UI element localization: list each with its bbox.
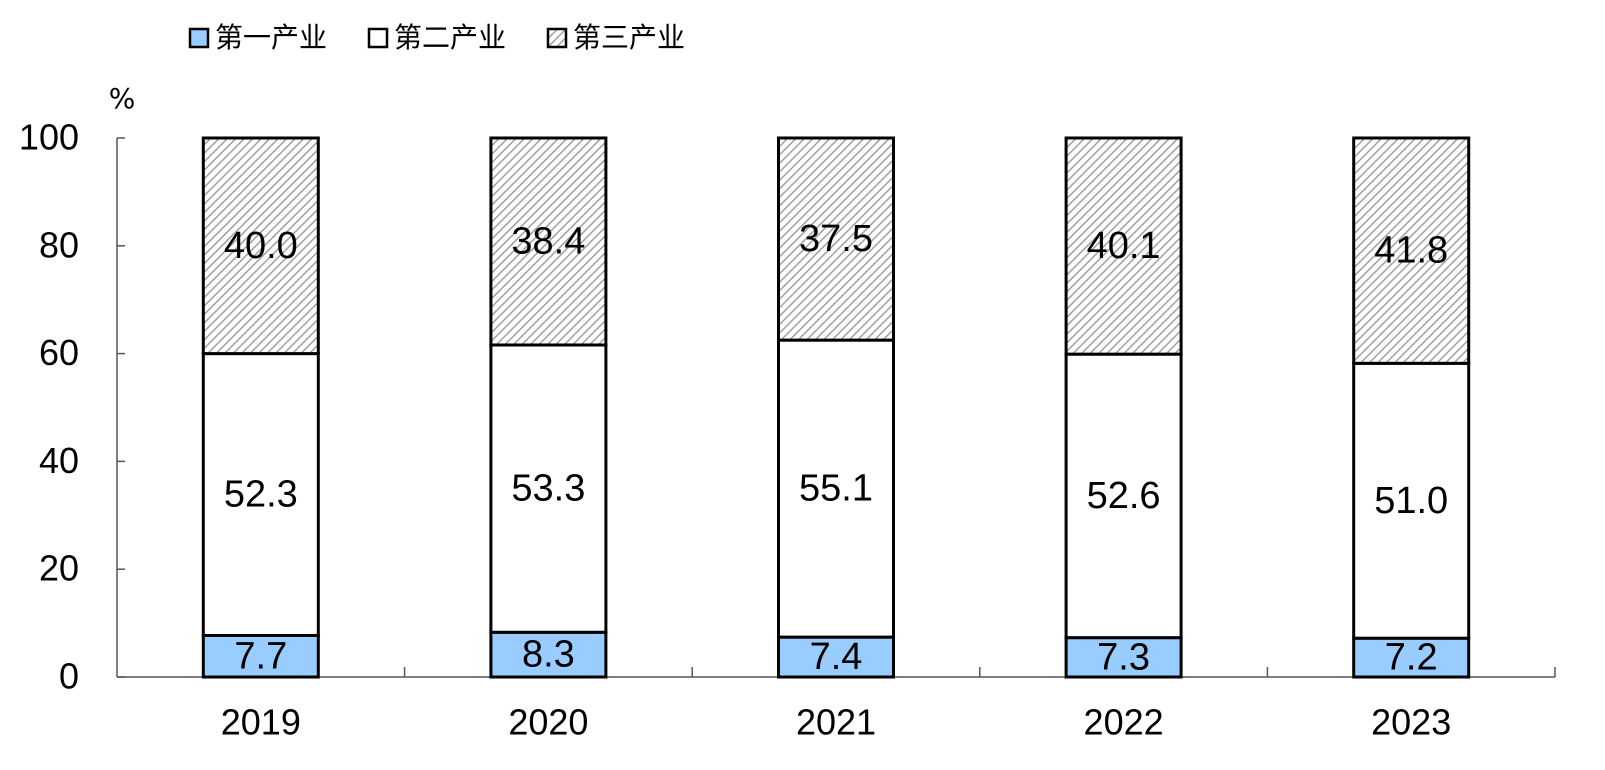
legend-label: 第一产业 xyxy=(215,21,327,54)
bar-segment xyxy=(777,635,895,679)
data-label: 7.7 xyxy=(234,635,287,677)
legend-swatch xyxy=(188,27,210,49)
x-tick-label: 2021 xyxy=(796,702,876,743)
data-label: 7.4 xyxy=(810,636,863,678)
legend-swatch xyxy=(367,27,389,49)
data-label: 55.1 xyxy=(799,468,873,510)
bar-segment xyxy=(201,136,320,356)
legend-label: 第三产业 xyxy=(573,21,685,54)
bar-segment xyxy=(489,136,608,347)
bar-segment xyxy=(201,633,320,679)
y-tick-label: 60 xyxy=(39,332,79,373)
data-label: 52.6 xyxy=(1087,475,1161,517)
bar-segment xyxy=(1064,636,1183,679)
data-label: 41.8 xyxy=(1374,230,1448,272)
bar-segment xyxy=(1352,361,1471,640)
bar-segment xyxy=(777,136,895,342)
data-label: 8.3 xyxy=(522,634,575,676)
x-tick-label: 2023 xyxy=(1371,702,1451,743)
y-tick-label: 20 xyxy=(39,548,79,589)
data-label: 52.3 xyxy=(224,474,298,516)
data-label: 40.0 xyxy=(224,225,298,267)
bar-segment xyxy=(489,630,608,679)
x-tick-label: 2020 xyxy=(508,702,588,743)
data-label: 37.5 xyxy=(799,218,873,260)
y-tick-label: 0 xyxy=(59,656,79,697)
data-label: 7.2 xyxy=(1385,637,1438,679)
y-tick-label: 100 xyxy=(19,117,79,158)
data-label: 53.3 xyxy=(511,468,585,510)
data-label: 40.1 xyxy=(1087,225,1161,267)
data-label: 38.4 xyxy=(511,221,585,263)
legend-swatch xyxy=(546,27,568,49)
y-axis-label: % xyxy=(109,82,136,115)
x-tick-label: 2022 xyxy=(1084,702,1164,743)
data-label: 7.3 xyxy=(1097,636,1150,678)
x-tick-label: 2019 xyxy=(221,702,301,743)
bar-segment xyxy=(1064,136,1183,356)
y-tick-label: 80 xyxy=(39,224,79,265)
legend-label: 第二产业 xyxy=(394,21,506,54)
y-tick-label: 40 xyxy=(39,440,79,481)
bar-segment xyxy=(777,338,895,639)
bar-segment xyxy=(201,352,320,637)
bar-segment xyxy=(489,343,608,634)
bar-segment xyxy=(1352,136,1471,365)
data-label: 51.0 xyxy=(1374,480,1448,522)
